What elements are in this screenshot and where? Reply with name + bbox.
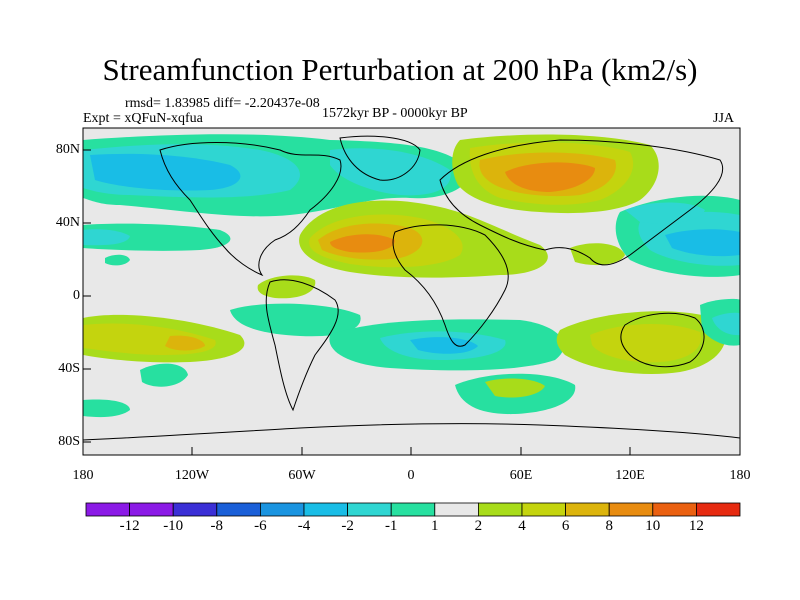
colorbar-box <box>85 502 130 517</box>
colorbar-box <box>521 502 566 517</box>
contour-neg-japan <box>625 202 705 224</box>
lat-label-80s: 80S <box>58 434 80 449</box>
contour-neg-greenland <box>330 148 451 196</box>
colorbar-label: 4 <box>518 518 526 534</box>
colorbar-label: -12 <box>119 518 140 534</box>
contour-neg-south-west <box>83 399 130 418</box>
colorbar-box <box>565 502 610 517</box>
experiment-label: Expt = xQFuN-xqfua <box>83 111 203 126</box>
axis-ticks <box>82 149 741 455</box>
colorbar-label: 2 <box>474 518 483 534</box>
colorbar-box <box>303 502 348 517</box>
contour-pos-indian-ocean-2 <box>590 324 701 363</box>
colorbar-box <box>216 502 261 517</box>
contour-neg-south-atlantic-core <box>410 337 478 354</box>
contour-pos-southern-ocean <box>485 378 545 398</box>
colorbar-label: -1 <box>384 518 398 534</box>
lon-label-180e: 180 <box>729 468 751 483</box>
colorbar-label: 8 <box>605 518 613 534</box>
season-label: JJA <box>713 111 735 126</box>
stats-text: rmsd= 1.83985 diff= -2.20437e-08 <box>125 96 320 111</box>
coastlines <box>83 135 740 441</box>
colorbar-label: -4 <box>297 518 311 534</box>
colorbar-box <box>696 502 741 517</box>
contour-field <box>83 128 740 455</box>
period-label: 1572kyr BP - 0000kyr BP <box>322 106 468 121</box>
colorbar-box <box>477 502 523 517</box>
colorbar-box <box>390 502 436 517</box>
contour-pos-asia-east <box>570 243 625 266</box>
lon-label-120e: 120E <box>615 468 645 483</box>
contour-neg-pacific-inner <box>83 229 130 246</box>
colorbar-box <box>434 502 479 517</box>
lon-label-60e: 60E <box>509 468 533 483</box>
lat-label-40s: 40S <box>58 361 80 376</box>
contour-neg-brazil <box>230 303 361 337</box>
colorbar-box <box>259 502 305 517</box>
lon-label-0: 0 <box>407 468 415 483</box>
colorbar-label: -6 <box>254 518 267 534</box>
lat-label-0: 0 <box>73 288 80 303</box>
lat-label-40n: 40N <box>55 215 80 230</box>
coast-europe-asia <box>439 139 724 266</box>
colorbar-label: 6 <box>561 518 570 534</box>
contour-neg-pacific <box>83 223 231 251</box>
contour-neg-east-asia-core <box>665 229 740 257</box>
coast-south-america <box>265 279 339 412</box>
lon-label-60w: 60W <box>288 468 316 483</box>
contour-pos-atlantic-core <box>330 234 395 253</box>
colorbar-label: -10 <box>163 518 184 534</box>
contour-neg-tropics-west <box>105 254 130 266</box>
colorbar-label: 1 <box>431 518 439 534</box>
colorbar-label: 12 <box>688 518 704 534</box>
colorbar <box>85 502 741 517</box>
colorbar-box <box>129 502 174 517</box>
contour-neg-s-pacific-south <box>140 363 188 387</box>
colorbar-label: -2 <box>341 518 354 534</box>
coast-antarctica <box>83 423 740 441</box>
colorbar-box <box>652 502 697 517</box>
contour-neg-north-america-core <box>90 153 241 191</box>
colorbar-box <box>347 502 392 517</box>
lon-label-180w: 180 <box>72 468 94 483</box>
coast-australia <box>620 312 705 368</box>
colorbar-box <box>172 502 218 517</box>
colorbar-label: 10 <box>645 518 661 534</box>
coast-north-america <box>159 142 342 277</box>
colorbar-box <box>608 502 654 517</box>
contour-neg-australia-east-2 <box>712 312 740 336</box>
lat-label-80n: 80N <box>55 142 80 157</box>
coast-africa <box>392 224 509 347</box>
chart-title: Streamfunction Perturbation at 200 hPa (… <box>102 52 698 87</box>
lon-label-120w: 120W <box>174 468 210 483</box>
contour-pos-eurasia-core <box>505 162 595 192</box>
contour-pos-south-pacific-core <box>165 335 205 351</box>
colorbar-label: -8 <box>210 518 224 534</box>
coast-greenland <box>339 135 421 181</box>
